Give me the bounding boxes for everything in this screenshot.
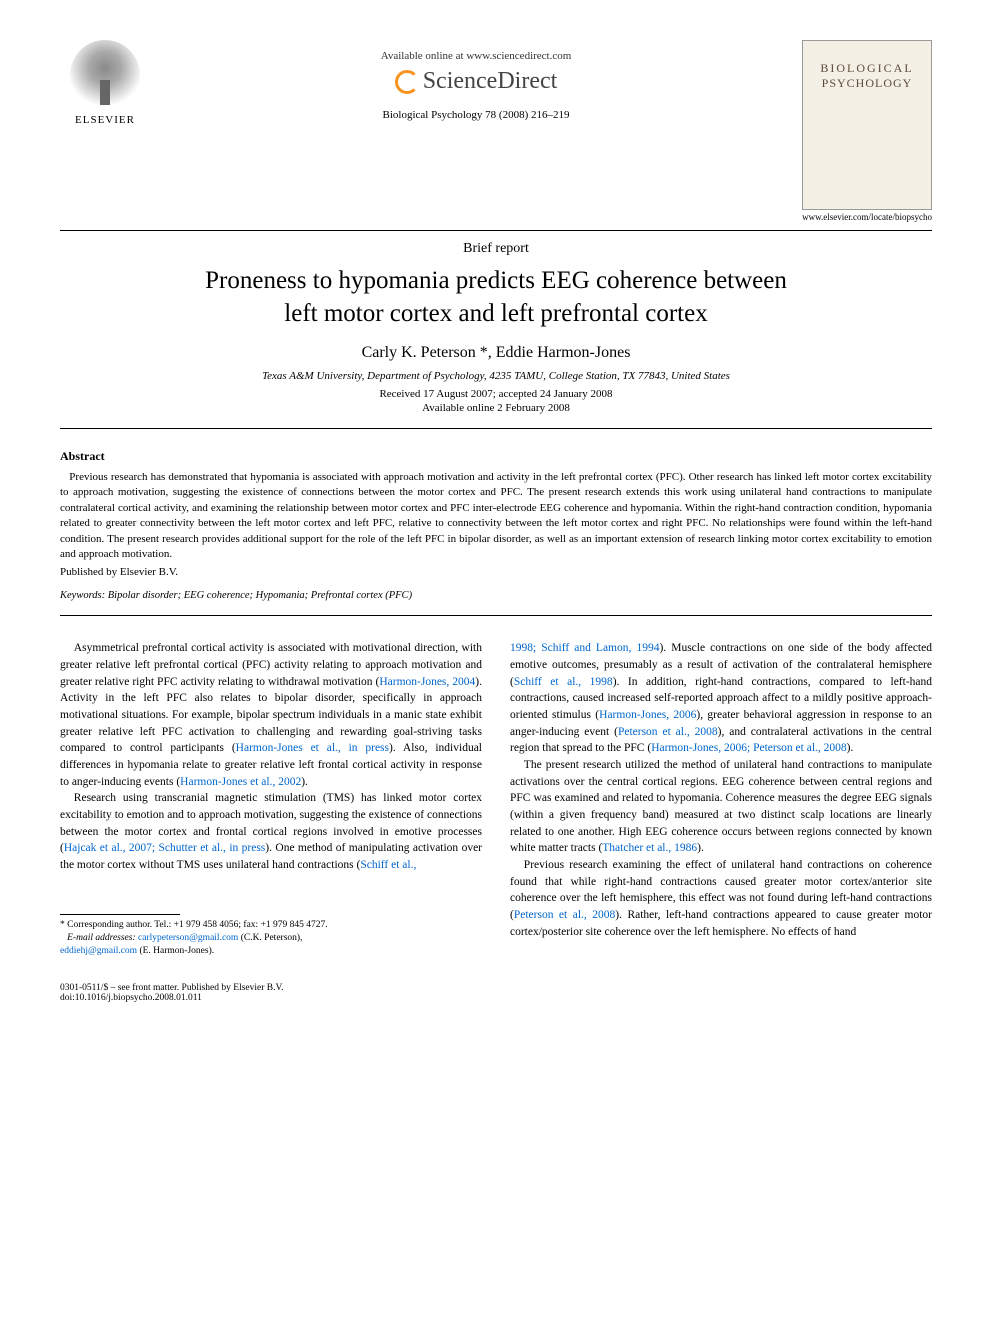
sciencedirect-swirl-icon <box>395 70 419 94</box>
abstract-text: Previous research has demonstrated that … <box>60 470 932 562</box>
footnote-rule <box>60 914 180 915</box>
citation-link[interactable]: Harmon-Jones, 2006; Peterson et al., 200… <box>651 742 846 754</box>
authors: Carly K. Peterson *, Eddie Harmon-Jones <box>60 344 932 362</box>
abstract-top-rule <box>60 428 932 429</box>
abstract-section: Abstract Previous research has demonstra… <box>60 449 932 601</box>
center-header: Available online at www.sciencedirect.co… <box>150 40 802 121</box>
body-para-2: Research using transcranial magnetic sti… <box>60 790 482 873</box>
body-para-1: Asymmetrical prefrontal cortical activit… <box>60 640 482 790</box>
body-para-3: 1998; Schiff and Lamon, 1994). Muscle co… <box>510 640 932 757</box>
keywords-line: Keywords: Bipolar disorder; EEG coherenc… <box>60 590 932 601</box>
abstract-bottom-rule <box>60 615 932 616</box>
citation-link[interactable]: Peterson et al., 2008 <box>618 726 718 738</box>
received-accepted: Received 17 August 2007; accepted 24 Jan… <box>60 388 932 400</box>
article-title: Proneness to hypomania predicts EEG cohe… <box>60 265 932 330</box>
available-online-text: Available online at www.sciencedirect.co… <box>150 50 802 62</box>
corresponding-author: * Corresponding author. Tel.: +1 979 458… <box>60 919 482 932</box>
article-type: Brief report <box>60 241 932 257</box>
journal-cover: BIOLOGICAL PSYCHOLOGY <box>802 40 932 210</box>
citation-link[interactable]: 1998; Schiff and Lamon, 1994 <box>510 642 659 654</box>
citation-link[interactable]: Schiff et al., 1998 <box>514 676 613 688</box>
elsevier-label: ELSEVIER <box>60 114 150 126</box>
top-rule <box>60 230 932 231</box>
body-para-4: The present research utilized the method… <box>510 757 932 857</box>
doi-line: doi:10.1016/j.biopsycho.2008.01.011 <box>60 993 932 1003</box>
journal-cover-line2: PSYCHOLOGY <box>803 76 931 91</box>
journal-cover-block: BIOLOGICAL PSYCHOLOGY www.elsevier.com/l… <box>802 40 932 222</box>
citation-link[interactable]: Hajcak et al., 2007; Schutter et al., in… <box>64 842 265 854</box>
affiliation: Texas A&M University, Department of Psyc… <box>60 370 932 382</box>
right-column: 1998; Schiff and Lamon, 1994). Muscle co… <box>510 640 932 958</box>
title-line1: Proneness to hypomania predicts EEG cohe… <box>205 267 787 294</box>
body-columns: Asymmetrical prefrontal cortical activit… <box>60 640 932 958</box>
sciencedirect-logo: ScienceDirect <box>150 68 802 95</box>
citation-link[interactable]: Harmon-Jones et al., in press <box>236 742 389 754</box>
journal-reference: Biological Psychology 78 (2008) 216–219 <box>150 109 802 121</box>
available-online-date: Available online 2 February 2008 <box>60 402 932 414</box>
citation-link[interactable]: Peterson et al., 2008 <box>514 909 615 921</box>
elsevier-tree-icon <box>70 40 140 110</box>
body-para-5: Previous research examining the effect o… <box>510 857 932 940</box>
title-line2: left motor cortex and left prefrontal co… <box>284 300 707 327</box>
citation-link[interactable]: Harmon-Jones, 2004 <box>379 676 475 688</box>
journal-cover-line1: BIOLOGICAL <box>803 61 931 76</box>
journal-url: www.elsevier.com/locate/biopsycho <box>802 212 932 222</box>
sciencedirect-text: ScienceDirect <box>423 68 558 94</box>
abstract-label: Abstract <box>60 449 932 464</box>
footnotes: * Corresponding author. Tel.: +1 979 458… <box>60 919 482 959</box>
page-footer: 0301-0511/$ – see front matter. Publishe… <box>60 983 932 1003</box>
email-name-2: (E. Harmon-Jones). <box>139 946 214 956</box>
email-label: E-mail addresses: <box>67 933 136 943</box>
citation-link[interactable]: Schiff et al., <box>360 859 416 871</box>
article-dates: Received 17 August 2007; accepted 24 Jan… <box>60 388 932 414</box>
copyright-line: 0301-0511/$ – see front matter. Publishe… <box>60 983 932 993</box>
citation-link[interactable]: Thatcher et al., 1986 <box>602 842 697 854</box>
elsevier-logo: ELSEVIER <box>60 40 150 126</box>
left-column: Asymmetrical prefrontal cortical activit… <box>60 640 482 958</box>
abstract-body: Previous research has demonstrated that … <box>60 471 932 560</box>
citation-link[interactable]: Harmon-Jones, 2006 <box>599 709 696 721</box>
keywords-label: Keywords: <box>60 590 105 601</box>
email-name-1: (C.K. Peterson), <box>241 933 303 943</box>
citation-link[interactable]: Harmon-Jones et al., 2002 <box>180 776 301 788</box>
page-header: ELSEVIER Available online at www.science… <box>60 40 932 222</box>
published-by: Published by Elsevier B.V. <box>60 566 932 578</box>
email-link-2[interactable]: eddiehj@gmail.com <box>60 946 137 956</box>
email-link-1[interactable]: carlypeterson@gmail.com <box>138 933 238 943</box>
email-line: E-mail addresses: carlypeterson@gmail.co… <box>60 932 482 945</box>
email-line-2: eddiehj@gmail.com (E. Harmon-Jones). <box>60 945 482 958</box>
keywords-text: Bipolar disorder; EEG coherence; Hypoman… <box>108 590 412 601</box>
